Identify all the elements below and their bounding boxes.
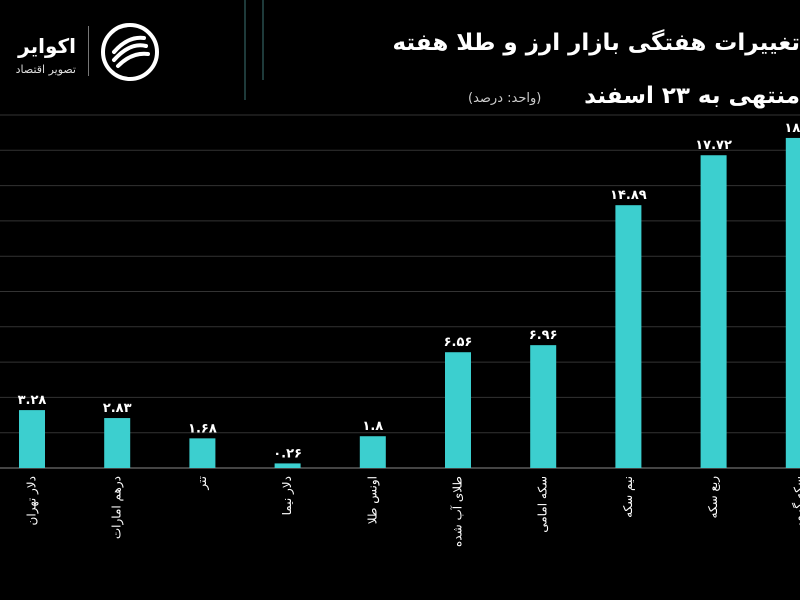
- value-label: ۲.۸۳: [103, 401, 132, 416]
- bar: [785, 137, 800, 468]
- value-label: ۳.۲۸: [18, 393, 47, 408]
- brand-tagline: تصویر اقتصاد: [15, 63, 76, 76]
- category-label: اونس طلا: [365, 476, 380, 524]
- decorative-candle: [262, 0, 264, 80]
- decorative-candle: [244, 0, 246, 100]
- value-label: ۱.۸: [362, 419, 383, 434]
- value-labels: ۳.۲۸ ۲.۸۳ ۱.۶۸ ۰.۲۶ ۱.۸ ۶.۵۶ ۶.۹۶ ۱۴.۸۹ ۱۷.۷۲ ۱۸.…: [18, 121, 800, 461]
- value-label: ۱۴.۸۹: [610, 188, 647, 203]
- category-label: ربع سکه: [706, 476, 721, 519]
- brand-name: اکوایر: [18, 34, 76, 58]
- category-label: درهم امارات: [110, 476, 125, 539]
- value-label: ۱.۶۸: [188, 421, 217, 436]
- bar: [19, 410, 45, 468]
- value-label: ۱۷.۷۲: [695, 138, 732, 153]
- bar: [615, 205, 642, 468]
- category-label: طلای آب شده: [450, 476, 465, 547]
- brand-divider: [88, 26, 89, 76]
- bar: [274, 463, 301, 468]
- bar: [530, 345, 557, 468]
- bar: [104, 418, 131, 468]
- value-label: ۶.۹۶: [529, 328, 558, 343]
- category-label: تتر: [195, 476, 210, 491]
- value-label: ۰.۲۶: [273, 446, 302, 461]
- unit-label: (واحد: درصد): [468, 91, 542, 106]
- bar: [445, 352, 471, 468]
- bar: [359, 436, 386, 468]
- bar: [700, 155, 727, 468]
- grid-lines: [0, 114, 800, 469]
- category-label: دلار نیما: [280, 476, 295, 515]
- category-labels: دلار تهران درهم امارات تتر دلار نیما اونس طل…: [25, 476, 800, 547]
- value-label: ۱۸.۷: [784, 121, 800, 136]
- chart-subtitle: منتهی به ۲۳ اسفند: [584, 83, 800, 109]
- chart-title: تغییرات هفتگی بازار ارز و طلا هفته: [392, 30, 800, 56]
- category-label: نیم سکه: [621, 476, 635, 518]
- brand-logo-icon: [101, 23, 159, 81]
- bars: [19, 137, 800, 468]
- category-label: سکه گرمی: [791, 476, 800, 532]
- category-label: دلار تهران: [25, 476, 40, 525]
- category-label: سکه امامی: [536, 476, 550, 533]
- value-label: ۶.۵۶: [444, 335, 473, 350]
- bar: [189, 438, 216, 468]
